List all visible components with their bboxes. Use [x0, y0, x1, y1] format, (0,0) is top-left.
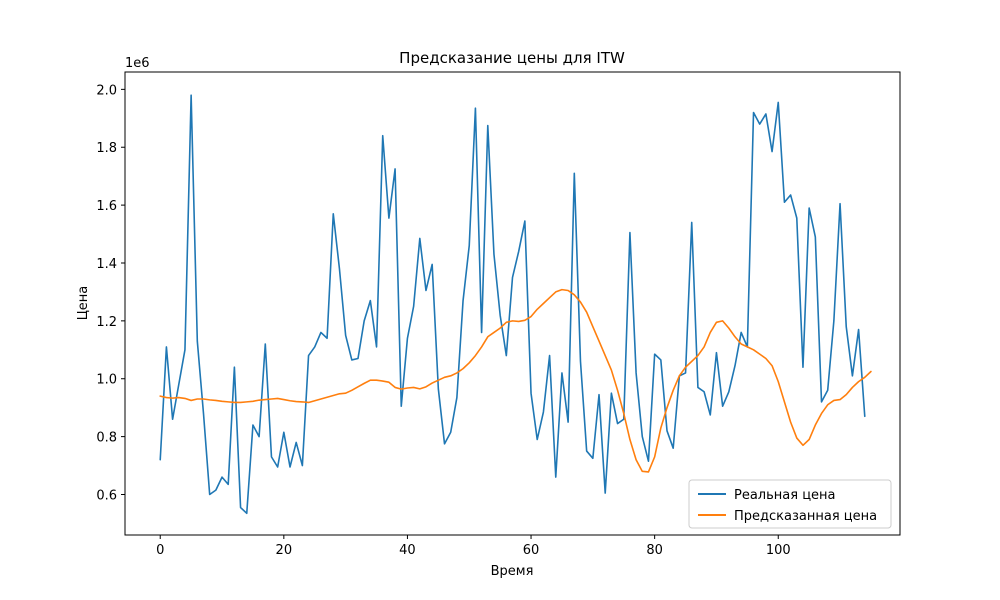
legend-box: [688, 479, 892, 529]
x-axis-label: Время: [491, 564, 534, 579]
x-tick-label: 60: [523, 543, 540, 558]
y-tick-label: 1.4: [96, 257, 117, 272]
y-axis-label: Цена: [76, 286, 91, 321]
x-tick-label: 80: [646, 543, 663, 558]
y-axis-ticks: 0.6 0.8 1.0 1.2 1.4 1.6 1.8 2.0: [96, 83, 125, 503]
legend: Реальная цена Предсказанная цена: [688, 479, 892, 529]
y-tick-label: 0.6: [96, 488, 117, 503]
y-tick-label: 0.8: [96, 431, 117, 446]
y-axis-multiplier: 1e6: [125, 56, 150, 71]
y-tick-label: 1.0: [96, 373, 117, 388]
x-tick-label: 20: [276, 543, 293, 558]
plot-area: [124, 71, 901, 536]
axes-background: [125, 72, 900, 535]
y-tick-label: 1.6: [96, 199, 117, 214]
chart-title: Предсказание цены для ITW: [399, 49, 625, 67]
series-layer: [159, 94, 872, 515]
x-axis-ticks: 0 20 40 60 80 100: [156, 535, 791, 558]
x-tick-label: 0: [156, 543, 164, 558]
legend-label-real-price: Реальная цена: [734, 488, 836, 503]
x-tick-label: 40: [399, 543, 416, 558]
axes-frame: [124, 71, 901, 536]
y-tick-label: 1.8: [96, 141, 117, 156]
series-line-1: [159, 288, 872, 473]
legend-label-predicted-price: Предсказанная цена: [734, 509, 877, 524]
y-tick-label: 2.0: [96, 83, 117, 98]
x-tick-label: 100: [766, 543, 791, 558]
y-tick-label: 1.2: [96, 315, 117, 330]
